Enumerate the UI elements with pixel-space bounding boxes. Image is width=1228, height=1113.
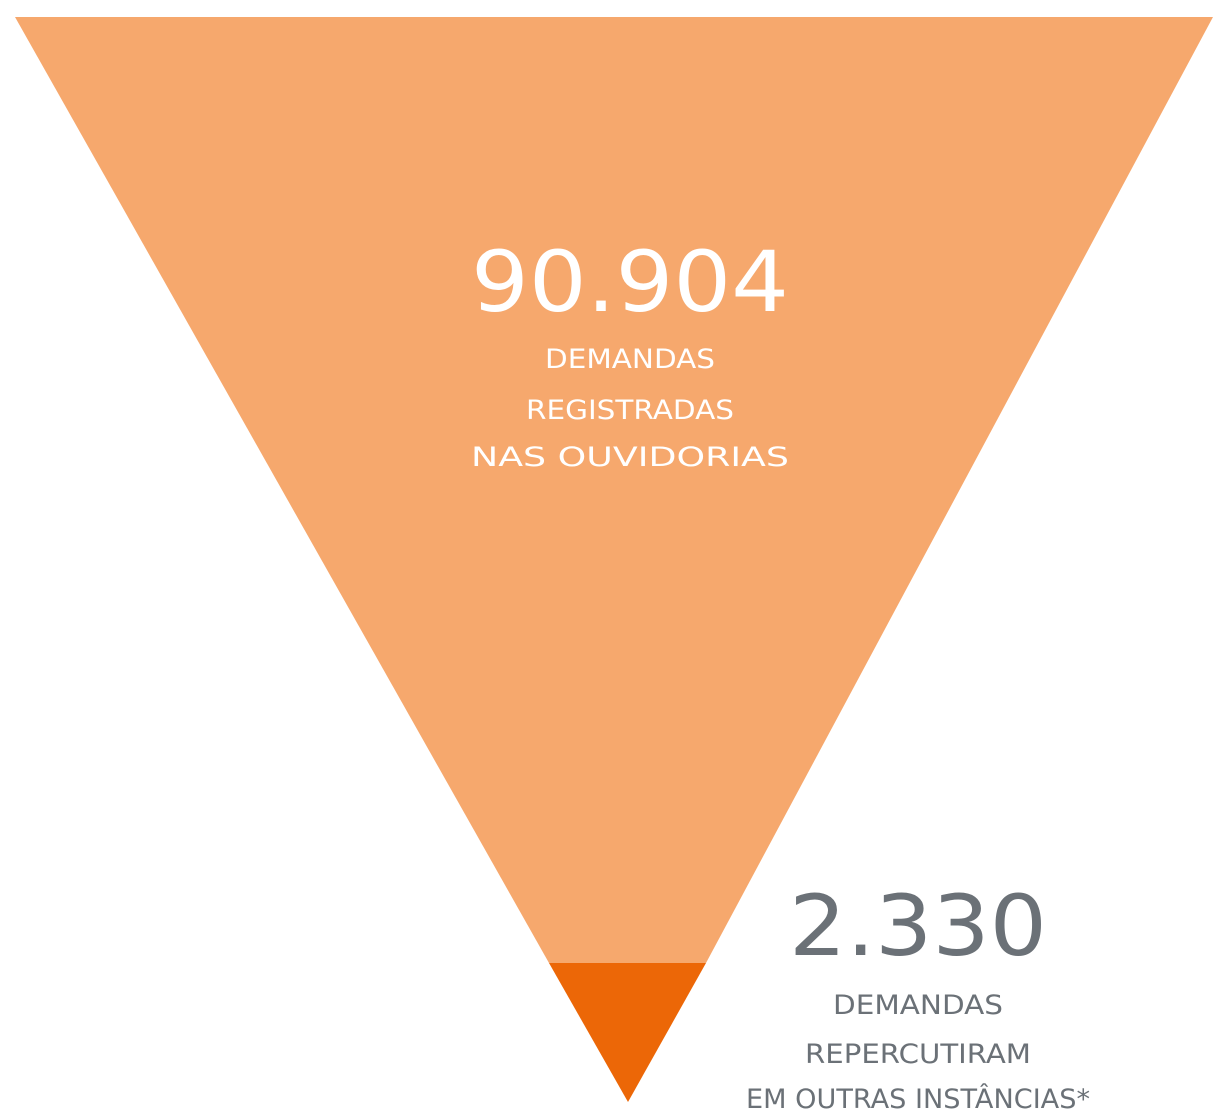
bottom-label: REPERCUTIRAM — [805, 1039, 1031, 1070]
bottom-label: DEMANDAS — [833, 990, 1003, 1021]
top-label: NAS OUVIDORIAS — [471, 442, 789, 473]
funnel-bottom — [549, 963, 706, 1102]
top-label: REGISTRADAS — [526, 395, 734, 426]
funnel-top — [15, 17, 1213, 963]
bottom-label: EM OUTRAS INSTÂNCIAS* — [746, 1083, 1090, 1113]
top-label: DEMANDAS — [545, 344, 715, 375]
top-value: 90.904 — [471, 233, 789, 331]
bottom-value: 2.330 — [789, 877, 1047, 975]
